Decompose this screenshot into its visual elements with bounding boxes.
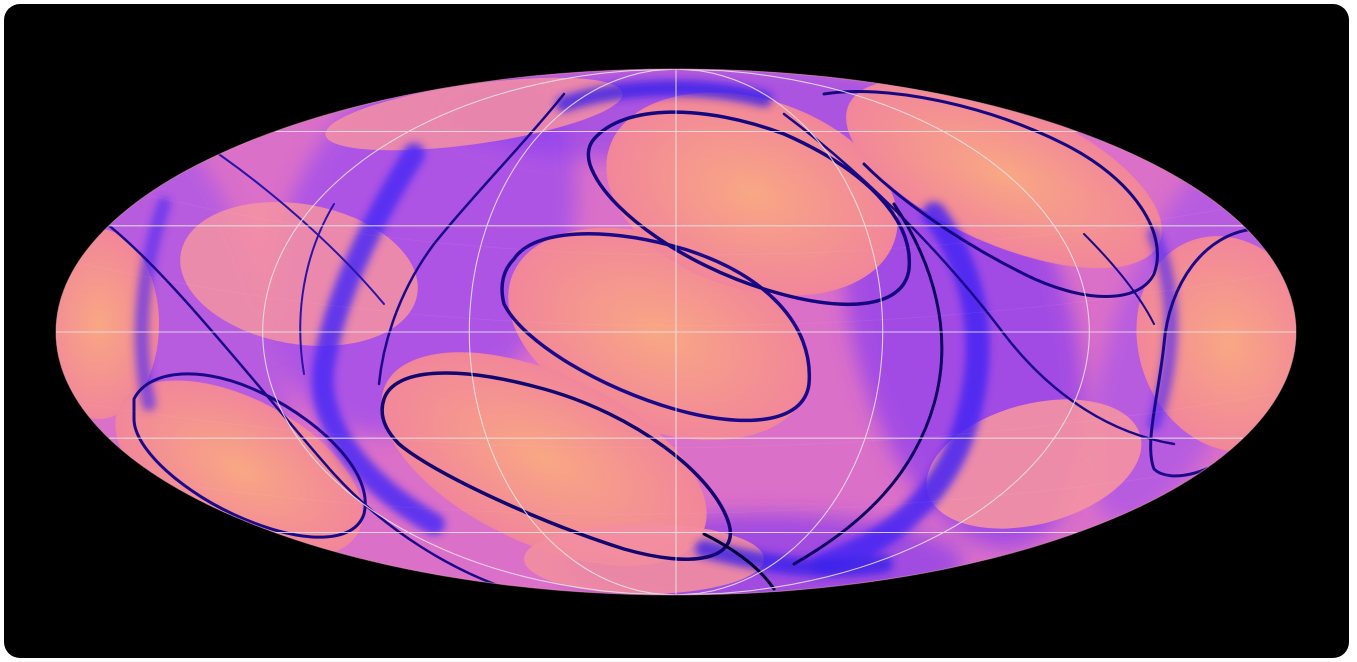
graticule	[56, 69, 1296, 595]
lobe-upper-center	[606, 92, 898, 296]
bright-lobes	[56, 77, 1296, 594]
caustic-line	[782, 112, 1176, 446]
caustic-band	[1147, 227, 1178, 431]
striation	[103, 183, 1255, 256]
striation	[83, 393, 1275, 449]
caustic-line	[792, 202, 944, 566]
graticule-meridian	[675, 69, 1090, 595]
caustic-band	[311, 143, 445, 535]
lobe-upper-right	[846, 79, 1162, 269]
lobe-lower-left	[381, 352, 707, 566]
caustic-line	[702, 532, 776, 591]
lobe-top-left	[325, 77, 623, 151]
caustic-line	[500, 232, 812, 423]
caustic-lines	[92, 89, 1256, 595]
lobe-right	[1136, 236, 1296, 452]
caustic-band	[134, 197, 171, 411]
map-outline	[55, 68, 1297, 596]
caustic-band	[556, 80, 772, 112]
caustic-line	[1149, 227, 1256, 478]
striation	[83, 263, 1275, 327]
caustic-glow	[134, 80, 1178, 578]
caustic-line	[132, 372, 367, 539]
graticule-meridian	[675, 69, 884, 595]
caustic-band	[812, 202, 990, 576]
graticule-meridian	[262, 69, 677, 595]
caustic-line	[1083, 233, 1155, 325]
caustic-line	[586, 110, 912, 306]
lobe-lower-far-left	[115, 380, 363, 558]
sky-map	[55, 68, 1297, 596]
caustic-line	[822, 89, 1159, 298]
caustic-line	[92, 212, 526, 595]
caustic-line	[377, 92, 566, 386]
striations	[83, 183, 1275, 515]
graticule-meridian	[468, 69, 677, 595]
sky-map-body	[56, 69, 1296, 595]
caustic-line	[203, 143, 385, 305]
striation	[113, 463, 1245, 515]
caustic-line	[299, 203, 335, 375]
image-frame	[4, 4, 1349, 658]
